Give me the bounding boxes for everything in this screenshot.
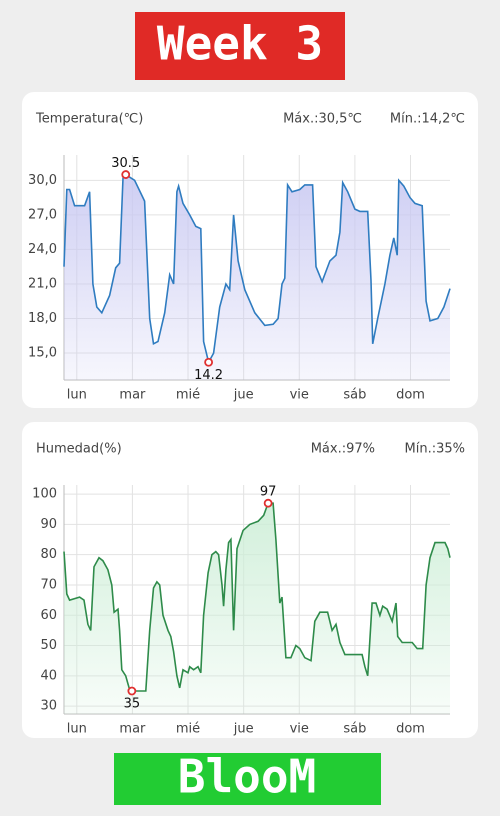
y-tick-label: 24,0 — [28, 242, 57, 257]
extreme-label: 97 — [260, 485, 277, 500]
y-tick-label: 100 — [32, 487, 57, 502]
x-tick-label: dom — [396, 388, 425, 403]
header-box — [135, 12, 345, 80]
x-tick-label: sáb — [343, 722, 366, 737]
x-tick-label: vie — [290, 722, 309, 737]
y-tick-label: 18,0 — [28, 311, 57, 326]
x-tick-label: mar — [119, 722, 146, 737]
extreme-marker — [204, 357, 214, 367]
y-tick-label: 40 — [40, 668, 57, 683]
stat: Máx.:30,5℃ — [283, 112, 362, 127]
y-tick-label: 15,0 — [28, 346, 57, 361]
x-tick-label: jue — [233, 722, 254, 737]
extreme-label: 14.2 — [194, 368, 223, 383]
y-tick-label: 27,0 — [28, 207, 57, 222]
y-tick-label: 30 — [40, 699, 57, 714]
x-tick-label: vie — [290, 388, 309, 403]
extreme-label: 35 — [124, 696, 141, 711]
x-tick-label: lun — [67, 388, 87, 403]
area — [64, 174, 450, 380]
x-tick-label: lun — [67, 722, 87, 737]
chart-title: Temperatura(℃) — [35, 112, 143, 127]
extreme-label: 30.5 — [111, 156, 140, 171]
stat: Máx.:97% — [311, 442, 375, 457]
stat: Mín.:14,2℃ — [390, 112, 465, 127]
extreme-marker — [121, 170, 131, 179]
y-tick-label: 60 — [40, 608, 57, 623]
extreme-marker — [263, 498, 273, 508]
footer-box — [114, 753, 381, 805]
x-tick-label: sáb — [343, 388, 366, 403]
line — [63, 502, 451, 692]
y-tick-label: 90 — [40, 517, 57, 532]
footer: BlooM — [178, 750, 316, 804]
y-tick-label: 70 — [40, 577, 57, 592]
y-tick-label: 80 — [40, 547, 57, 562]
x-tick-label: mié — [176, 722, 200, 737]
y-tick-label: 21,0 — [28, 276, 57, 291]
chart-title: Humedad(%) — [36, 442, 122, 457]
x-tick-label: mié — [176, 388, 200, 403]
header: Week 3 — [157, 17, 323, 71]
stat: Mín.:35% — [405, 442, 465, 457]
y-tick-label: 30,0 — [28, 173, 57, 188]
extreme-marker — [127, 686, 137, 696]
x-tick-label: jue — [233, 388, 254, 403]
x-tick-label: mar — [119, 388, 146, 403]
y-tick-label: 50 — [40, 638, 57, 653]
area — [64, 503, 450, 714]
x-tick-label: dom — [396, 722, 425, 737]
